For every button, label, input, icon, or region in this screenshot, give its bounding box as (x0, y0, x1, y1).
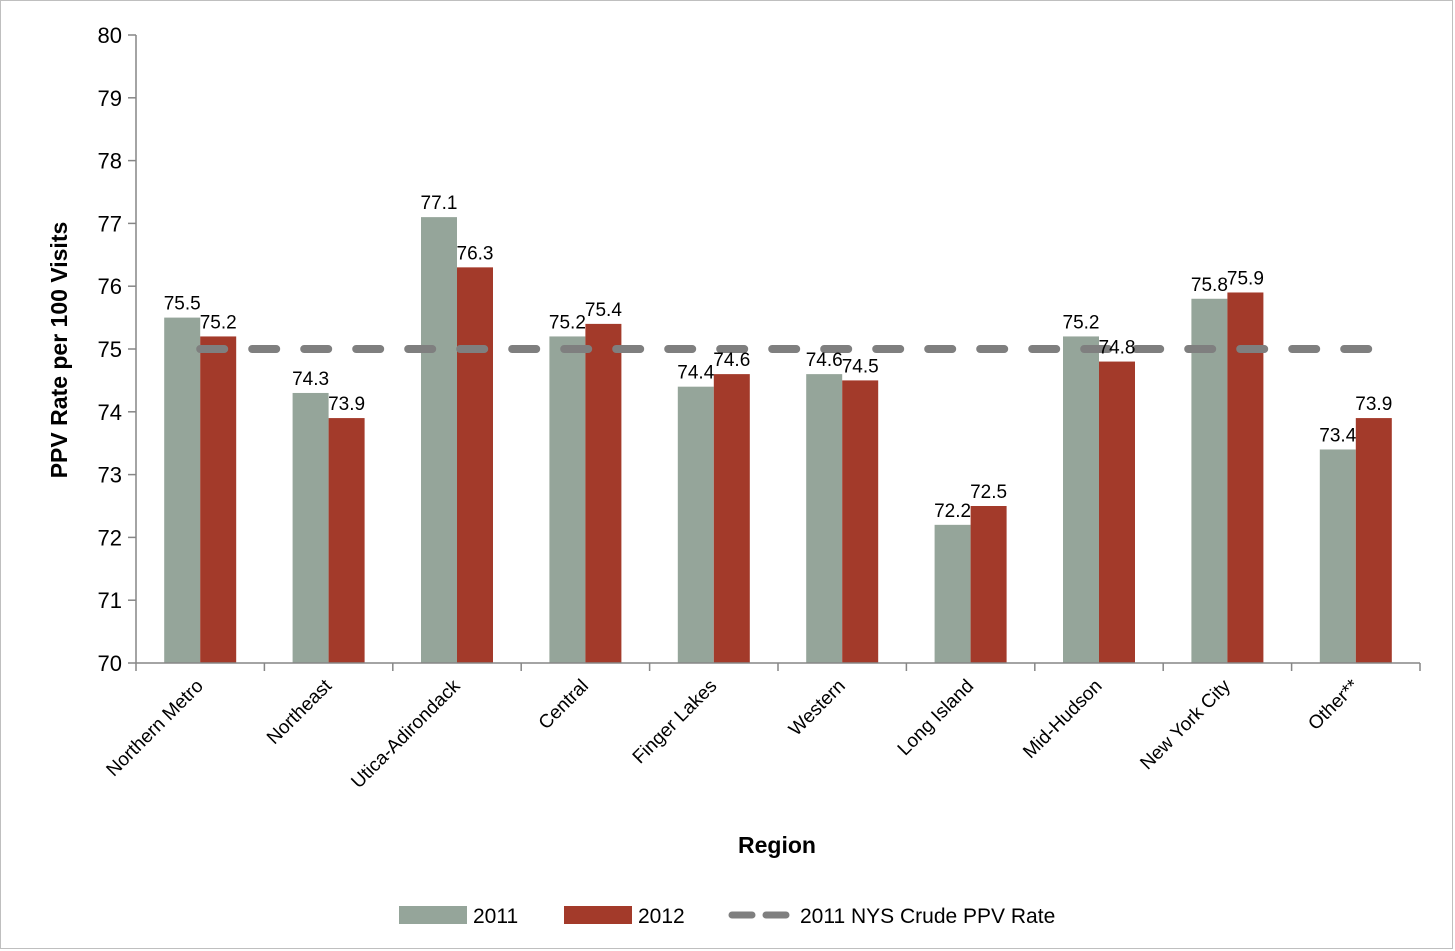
category-label-9: Other** (1304, 675, 1363, 734)
bar-2012-6 (970, 506, 1007, 663)
bar-2012-1 (328, 418, 365, 663)
bar-2012-2 (457, 267, 493, 663)
bars-layer (164, 217, 1392, 663)
data-label-2012-0: 75.2 (200, 312, 237, 333)
bar-2011-9 (1319, 449, 1356, 663)
y-tick-label-3: 73 (98, 463, 122, 488)
bar-2011-1 (292, 392, 329, 663)
data-labels-layer: 75.575.274.373.977.176.375.275.474.474.6… (164, 193, 1393, 522)
bar-2012-3 (585, 323, 622, 663)
y-axis-title: PPV Rate per 100 Visits (46, 222, 72, 479)
bar-2012-4 (713, 374, 750, 663)
data-label-2012-1: 73.9 (328, 394, 365, 415)
y-tick-label-7: 77 (98, 211, 122, 236)
data-label-2011-1: 74.3 (292, 369, 329, 390)
category-label-1: Northeast (263, 675, 337, 749)
bar-2012-5 (842, 380, 879, 663)
bar-2011-8 (1191, 298, 1228, 663)
data-label-2012-6: 72.5 (970, 482, 1007, 503)
data-label-2011-8: 75.8 (1191, 275, 1228, 296)
bar-2012-7 (1099, 361, 1135, 663)
x-axis-title: Region (738, 832, 816, 858)
data-label-2011-9: 73.4 (1319, 425, 1356, 446)
y-tick-label-9: 79 (98, 86, 122, 111)
y-tick-label-2: 72 (98, 525, 122, 550)
data-label-2012-5: 74.5 (842, 356, 879, 377)
bar-2011-2 (421, 217, 457, 663)
category-label-7: Mid-Hudson (1019, 676, 1106, 763)
legend-swatch-2012 (564, 906, 632, 924)
category-label-2: Utica-Adirondack (347, 675, 465, 793)
y-tick-label-5: 75 (98, 337, 122, 362)
bar-2011-7 (1063, 336, 1099, 663)
y-tick-label-10: 80 (98, 23, 122, 48)
data-label-2012-9: 73.9 (1355, 394, 1392, 415)
y-tick-label-4: 74 (98, 400, 122, 425)
category-label-4: Finger Lakes (629, 676, 722, 769)
data-label-2011-2: 77.1 (421, 193, 458, 214)
bar-2012-8 (1227, 292, 1264, 663)
y-tick-label-1: 71 (98, 588, 122, 613)
category-label-0: Northern Metro (103, 676, 208, 781)
data-label-2012-2: 76.3 (457, 243, 494, 264)
data-label-2011-0: 75.5 (164, 294, 201, 315)
legend-label-2012: 2012 (638, 905, 685, 928)
y-tick-label-0: 70 (98, 651, 122, 676)
bar-2011-4 (677, 386, 714, 663)
bar-2012-0 (200, 336, 237, 663)
bar-2011-3 (549, 336, 586, 663)
data-label-2012-3: 75.4 (585, 300, 622, 321)
bar-2011-6 (934, 524, 971, 663)
data-label-2012-4: 74.6 (713, 350, 750, 371)
category-label-5: Western (785, 676, 850, 741)
data-label-2011-6: 72.2 (934, 501, 971, 522)
category-label-8: New York City (1136, 675, 1235, 774)
data-label-2012-7: 74.8 (1099, 338, 1136, 359)
data-label-2011-4: 74.4 (677, 363, 714, 384)
legend-label-2011: 2011 (473, 905, 518, 928)
legend-swatch-2011 (399, 906, 467, 924)
data-label-2012-8: 75.9 (1227, 268, 1264, 289)
bar-2011-0 (164, 317, 201, 663)
bar-2012-9 (1355, 418, 1392, 663)
data-label-2011-3: 75.2 (549, 312, 586, 333)
y-tick-label-6: 76 (98, 274, 122, 299)
legend-label-reference-line: 2011 NYS Crude PPV Rate (800, 905, 1055, 928)
y-tick-label-8: 78 (98, 149, 122, 174)
category-label-3: Central (535, 676, 593, 734)
bar-2011-5 (806, 374, 843, 663)
category-label-6: Long Island (894, 676, 978, 760)
legend: 2011 2012 2011 NYS Crude PPV Rate (399, 905, 1055, 928)
data-label-2011-5: 74.6 (806, 350, 843, 371)
data-label-2011-7: 75.2 (1063, 312, 1100, 333)
